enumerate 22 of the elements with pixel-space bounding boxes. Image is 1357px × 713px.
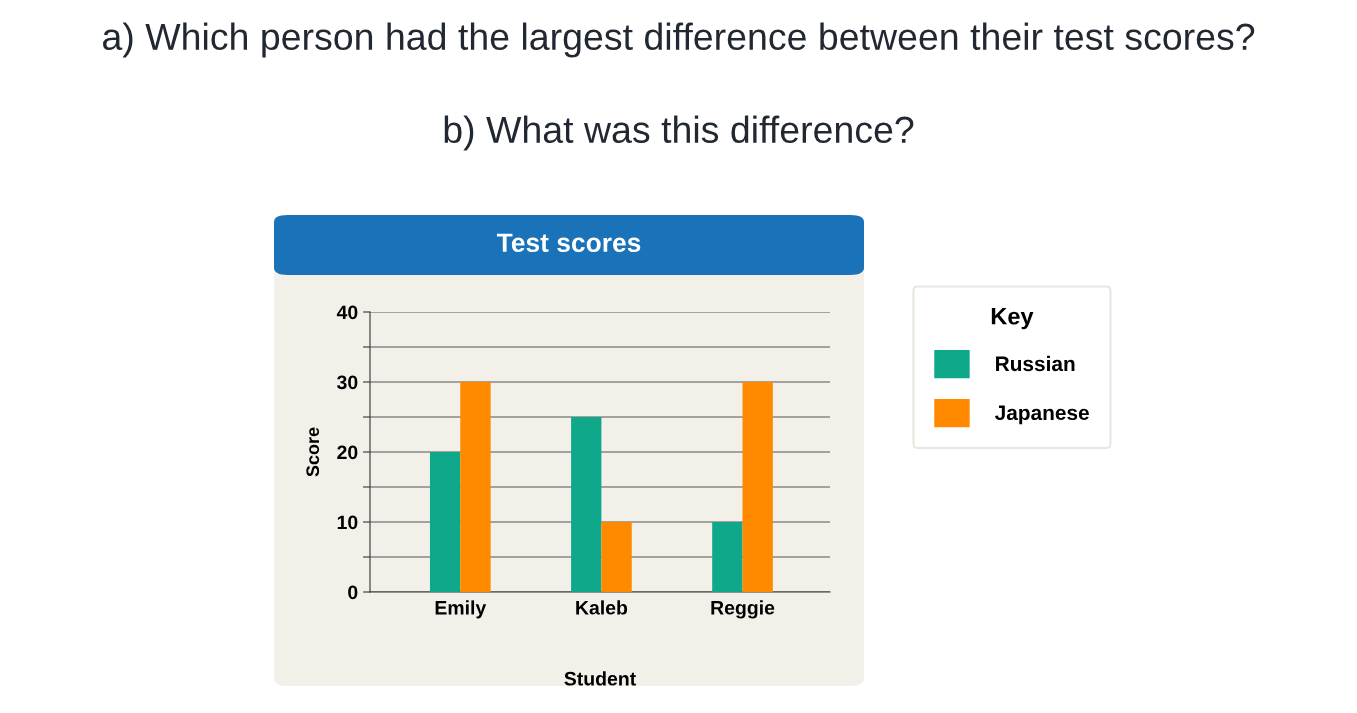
- y-tick-label: 40: [336, 305, 358, 320]
- bar: [601, 522, 632, 592]
- bar: [571, 417, 602, 592]
- x-axis-title: Student: [564, 671, 636, 686]
- bar: [742, 382, 773, 592]
- y-tick-label: 30: [337, 375, 358, 390]
- chart-title: Test scores: [496, 233, 641, 253]
- legend-title: Key: [991, 308, 1034, 330]
- text: b) What was this difference?: [444, 115, 914, 151]
- x-tick-label: Reggie: [711, 600, 775, 619]
- legend-label: Russian: [996, 355, 1075, 372]
- y-axis-title: Score: [306, 427, 320, 477]
- x-tick-label: Emily: [435, 600, 487, 619]
- legend-label: Japanese: [994, 405, 1089, 425]
- y-tick-label: 10: [337, 515, 358, 530]
- y-tick-label: 0: [348, 585, 358, 600]
- bar: [460, 382, 491, 592]
- bar: [712, 522, 743, 592]
- y-tick-label: 20: [337, 445, 358, 460]
- x-tick-label: Kaleb: [576, 600, 628, 615]
- bar: [429, 452, 461, 592]
- text: a) Which person had the largest difference between their test scores?: [103, 22, 1255, 58]
